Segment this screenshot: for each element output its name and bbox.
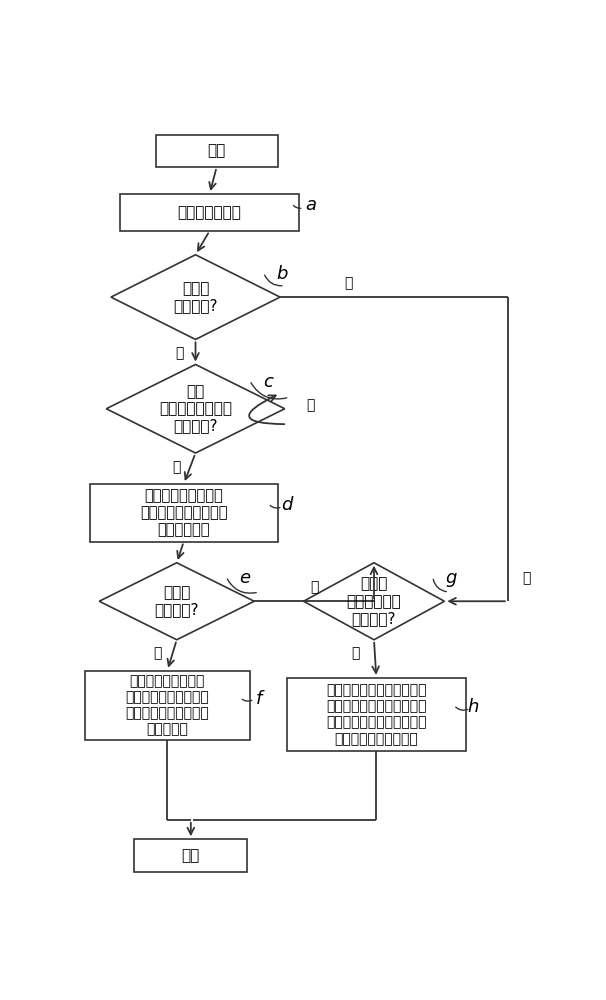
Text: 否: 否 — [522, 571, 531, 585]
Text: 限压阀
是否开启?: 限压阀 是否开启? — [173, 281, 218, 313]
Polygon shape — [111, 255, 280, 339]
Text: 否: 否 — [310, 580, 318, 594]
Polygon shape — [99, 563, 255, 640]
Text: 当前
状态是否满足关闭
处理条件?: 当前 状态是否满足关闭 处理条件? — [159, 384, 232, 434]
Text: 是: 是 — [154, 647, 162, 661]
Text: f: f — [256, 690, 262, 708]
Text: b: b — [277, 265, 288, 283]
Text: a: a — [305, 196, 316, 214]
Bar — [85, 671, 250, 740]
Text: 是: 是 — [173, 460, 181, 474]
Polygon shape — [106, 364, 285, 453]
Text: 是: 是 — [351, 647, 359, 661]
Text: 限压阀关闭后处理：
恢复高压油泵供油，恢
复喷油器喷油，并使轨
压平稳过渡: 限压阀关闭后处理： 恢复高压油泵供油，恢 复喷油器喷油，并使轨 压平稳过渡 — [125, 674, 209, 736]
Bar — [156, 135, 278, 167]
Text: 是: 是 — [175, 346, 183, 360]
Text: d: d — [281, 496, 293, 514]
Text: 轨压下降率计算: 轨压下降率计算 — [178, 205, 242, 220]
Text: 否: 否 — [307, 398, 315, 412]
Text: 限压阀
是否发生无法
关闭故障?: 限压阀 是否发生无法 关闭故障? — [347, 576, 401, 626]
Bar — [121, 194, 299, 231]
Text: e: e — [239, 569, 250, 587]
Bar — [135, 839, 247, 872]
Text: 开始: 开始 — [207, 143, 226, 158]
Text: 结束: 结束 — [182, 848, 200, 863]
Bar — [287, 678, 465, 751]
Text: 限压阀关闭预处理：
停止高压油泵供油，停
止喷油器喷油: 限压阀关闭预处理： 停止高压油泵供油，停 止喷油器喷油 — [140, 488, 227, 538]
Bar — [90, 484, 278, 542]
Text: h: h — [467, 698, 478, 716]
Polygon shape — [304, 563, 444, 640]
Text: g: g — [446, 569, 457, 587]
Text: 否: 否 — [344, 276, 352, 290]
Text: c: c — [264, 373, 273, 391]
Text: 限压阀无法关闭故障处理：
恢复高压油泵供油，恢复喷
油器喷油，并限制发动机功
率，并使轨压平稳过渡: 限压阀无法关闭故障处理： 恢复高压油泵供油，恢复喷 油器喷油，并限制发动机功 率… — [326, 683, 427, 746]
Text: 限压阀
是否关闭?: 限压阀 是否关闭? — [155, 585, 199, 617]
